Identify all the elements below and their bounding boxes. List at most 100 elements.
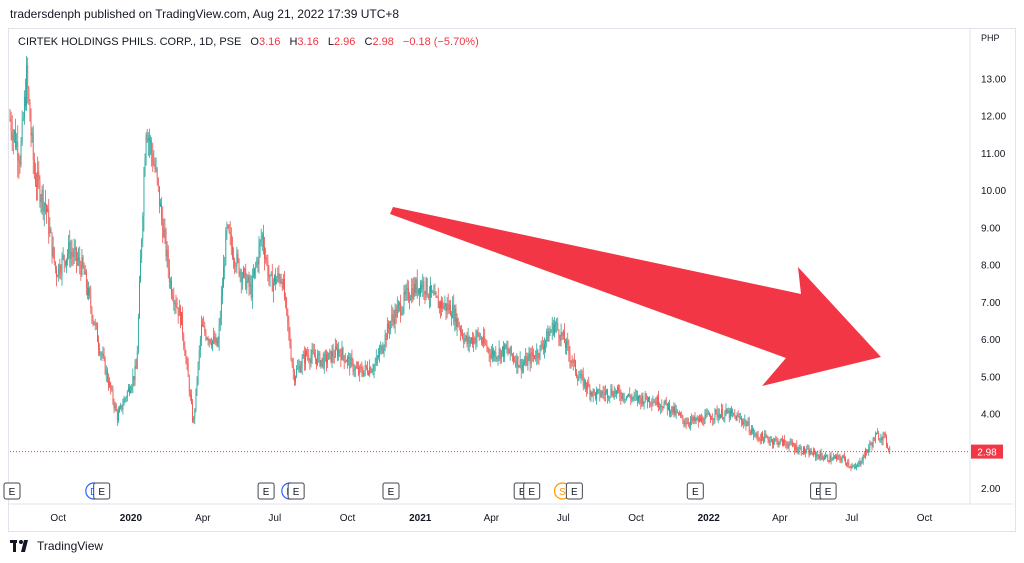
candle-body [120, 405, 122, 409]
candle-body [509, 346, 511, 354]
candle-body [183, 334, 185, 346]
candle-body [223, 266, 224, 288]
candle-body [887, 444, 888, 448]
candle-body [87, 287, 88, 296]
candle-body [390, 321, 392, 330]
candle-body [318, 352, 320, 355]
candle-body [396, 306, 398, 318]
candle-body [319, 352, 321, 366]
candle-body [410, 298, 411, 300]
candle-body [880, 438, 882, 440]
candle-body [547, 330, 549, 342]
candle-body [490, 354, 492, 359]
candle-body [265, 258, 267, 259]
candle-body [372, 370, 374, 372]
candle-body [610, 389, 612, 397]
candle-body [861, 460, 863, 463]
tradingview-footer[interactable]: TradingView [10, 539, 103, 553]
candle-body [202, 324, 203, 327]
candle-body [105, 369, 107, 375]
candle-body [176, 306, 178, 308]
candle-body [701, 417, 703, 422]
candle-body [695, 419, 697, 421]
candle-body [703, 423, 705, 424]
candle-body [561, 331, 563, 337]
candle-body [162, 217, 164, 238]
candle-body [511, 354, 513, 357]
candle-body [198, 350, 200, 364]
candle-body [685, 423, 687, 425]
candle-body [671, 406, 673, 412]
candle-body [75, 247, 77, 261]
high-label: H [289, 36, 298, 48]
candle-body [852, 466, 854, 468]
candle-body [726, 408, 728, 414]
candle-body [316, 358, 317, 365]
candle-body [441, 300, 442, 309]
candle-body [693, 416, 695, 421]
candle-body [216, 338, 218, 346]
candle-body [697, 417, 699, 423]
candle-body [39, 180, 41, 203]
event-marker-letter: E [815, 487, 822, 498]
candle-body [835, 456, 836, 457]
candle-body [521, 365, 523, 371]
candle-body [488, 348, 490, 355]
candle-body [275, 275, 276, 284]
candle-body [614, 390, 616, 395]
candle-body [523, 364, 524, 366]
candle-body [300, 366, 302, 372]
time-tick-label: 2021 [409, 513, 432, 524]
candle-body [84, 271, 86, 275]
candle-body [434, 292, 436, 295]
candle-body [241, 276, 243, 282]
candle-body [332, 351, 334, 357]
candle-body [508, 351, 510, 354]
candle-body [73, 250, 75, 257]
event-marker-letter: E [692, 487, 699, 498]
candle-body [208, 339, 210, 341]
candle-body [187, 363, 189, 377]
candle-body [722, 409, 724, 419]
candle-body [759, 438, 761, 441]
candle-body [784, 439, 786, 443]
candle-body [868, 447, 870, 452]
candle-body [382, 350, 384, 353]
candle-body [163, 229, 165, 238]
candle-body [214, 336, 216, 344]
candle-body [130, 390, 132, 393]
candle-body [253, 275, 254, 277]
candle-body [104, 357, 106, 375]
candle-body [558, 329, 560, 339]
candle-body [339, 349, 341, 354]
candle-body [756, 433, 758, 436]
candle-body [673, 406, 675, 414]
candle-body [539, 345, 541, 358]
symbol-legend[interactable]: CIRTEK HOLDINGS PHILS. CORP., 1D, PSE O3… [18, 36, 479, 48]
candle-body [103, 354, 105, 358]
candle-body [666, 403, 668, 410]
candle-body [10, 119, 12, 132]
candle-body [236, 253, 238, 267]
candle-body [708, 413, 710, 417]
candle-body [207, 338, 209, 341]
candle-body [763, 437, 764, 443]
candle-body [571, 361, 573, 363]
candle-body [334, 346, 336, 358]
candle-body [238, 259, 240, 276]
candle-body [388, 323, 389, 328]
candle-body [421, 284, 423, 290]
candle-body [723, 417, 725, 419]
candle-body [28, 88, 30, 101]
candle-body [692, 417, 694, 421]
candle-body [572, 359, 574, 363]
candle-body [681, 415, 683, 417]
candle-body [212, 340, 213, 346]
candle-body [128, 387, 129, 392]
candle-body [677, 412, 679, 415]
candle-body [298, 365, 300, 368]
chart-panel[interactable] [8, 28, 1016, 532]
candle-body [233, 257, 234, 261]
candle-body [879, 439, 881, 441]
